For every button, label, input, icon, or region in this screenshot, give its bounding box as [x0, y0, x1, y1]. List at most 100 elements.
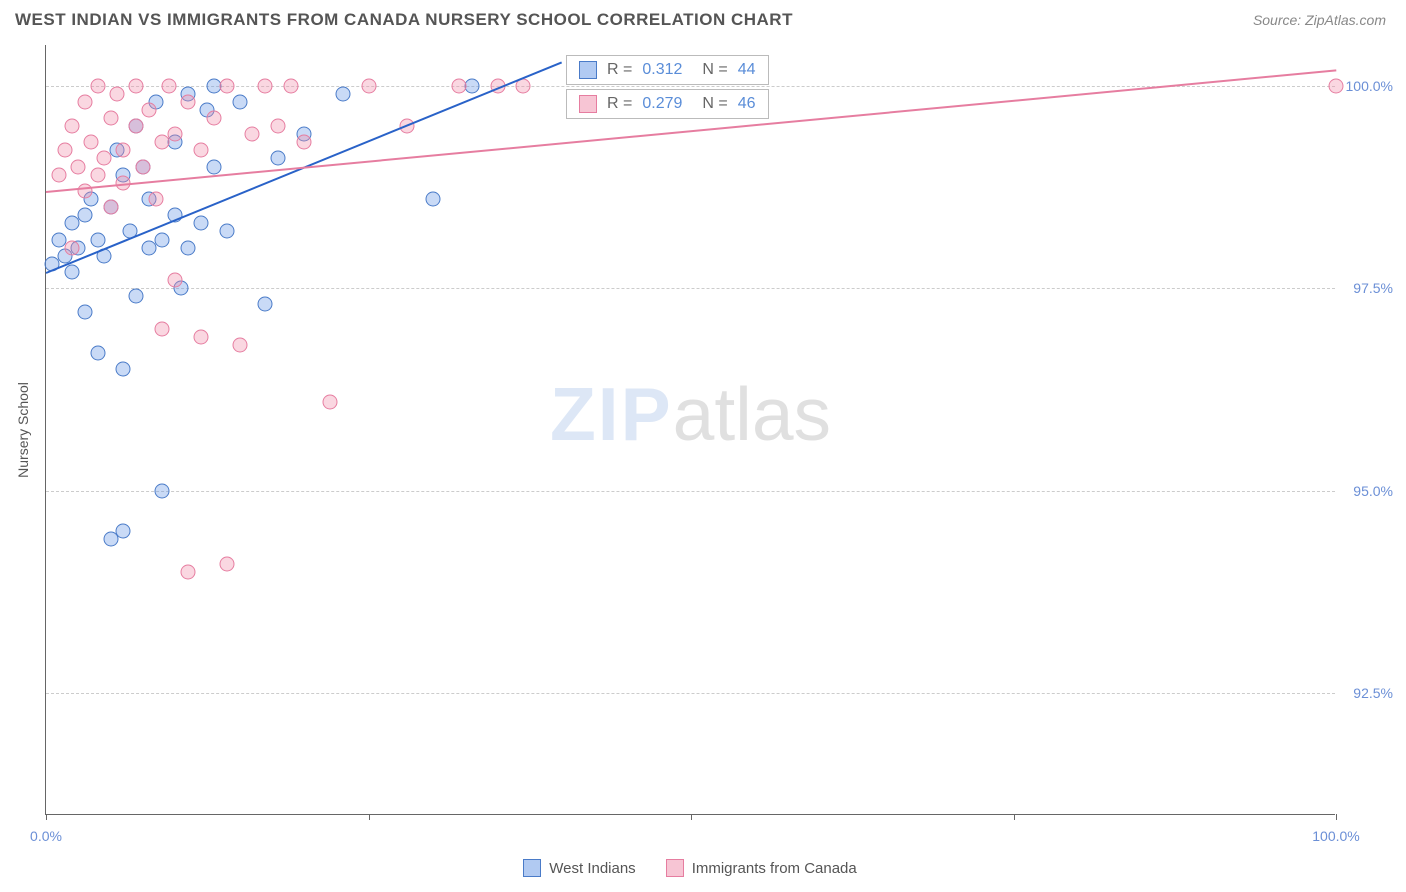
watermark-atlas: atlas	[673, 372, 831, 456]
stats-box: R = 0.312 N = 44	[566, 55, 769, 85]
scatter-point	[193, 143, 208, 158]
scatter-point	[64, 119, 79, 134]
y-tick-label: 92.5%	[1353, 685, 1393, 701]
scatter-point	[103, 200, 118, 215]
x-tick-label: 0.0%	[30, 828, 62, 844]
scatter-point	[135, 159, 150, 174]
trend-line	[46, 69, 1336, 193]
scatter-point	[116, 362, 131, 377]
scatter-point	[258, 297, 273, 312]
x-tick-mark	[46, 814, 47, 820]
scatter-point	[116, 143, 131, 158]
gridline	[46, 491, 1335, 492]
stat-n-value: 46	[738, 95, 756, 113]
scatter-point	[129, 289, 144, 304]
stat-r-value: 0.312	[642, 61, 682, 79]
gridline	[46, 693, 1335, 694]
chart-header: WEST INDIAN VS IMMIGRANTS FROM CANADA NU…	[0, 0, 1406, 35]
scatter-point	[271, 151, 286, 166]
scatter-point	[193, 216, 208, 231]
stat-n-label: N =	[702, 95, 727, 113]
bottom-legend: West Indians Immigrants from Canada	[45, 859, 1335, 877]
scatter-point	[180, 240, 195, 255]
gridline	[46, 86, 1335, 87]
x-tick-mark	[1014, 814, 1015, 820]
scatter-point	[219, 556, 234, 571]
scatter-point	[258, 78, 273, 93]
scatter-point	[155, 321, 170, 336]
scatter-point	[335, 86, 350, 101]
scatter-point	[90, 78, 105, 93]
stat-n-value: 44	[738, 61, 756, 79]
scatter-point	[90, 346, 105, 361]
scatter-point	[116, 524, 131, 539]
scatter-point	[193, 329, 208, 344]
stat-r-label: R =	[607, 95, 632, 113]
scatter-point	[155, 483, 170, 498]
scatter-point	[155, 232, 170, 247]
scatter-point	[1329, 78, 1344, 93]
scatter-point	[142, 102, 157, 117]
scatter-point	[58, 143, 73, 158]
y-tick-label: 95.0%	[1353, 483, 1393, 499]
scatter-point	[180, 564, 195, 579]
scatter-point	[284, 78, 299, 93]
scatter-point	[451, 78, 466, 93]
scatter-point	[168, 127, 183, 142]
chart-plot-area: ZIPatlas 92.5%95.0%97.5%100.0%0.0%100.0%…	[45, 45, 1335, 815]
scatter-point	[77, 94, 92, 109]
scatter-point	[90, 167, 105, 182]
scatter-point	[426, 192, 441, 207]
y-tick-label: 97.5%	[1353, 280, 1393, 296]
scatter-point	[232, 337, 247, 352]
legend-label: Immigrants from Canada	[692, 860, 857, 877]
scatter-point	[64, 240, 79, 255]
scatter-point	[109, 86, 124, 101]
legend-swatch	[579, 61, 597, 79]
x-tick-mark	[1336, 814, 1337, 820]
scatter-point	[245, 127, 260, 142]
gridline	[46, 288, 1335, 289]
legend-swatch	[666, 859, 684, 877]
x-tick-label: 100.0%	[1312, 828, 1359, 844]
scatter-point	[97, 151, 112, 166]
scatter-point	[168, 273, 183, 288]
scatter-point	[232, 94, 247, 109]
scatter-point	[322, 394, 337, 409]
x-tick-mark	[691, 814, 692, 820]
scatter-point	[77, 305, 92, 320]
scatter-point	[219, 78, 234, 93]
scatter-point	[180, 94, 195, 109]
y-tick-label: 100.0%	[1346, 78, 1393, 94]
scatter-point	[129, 78, 144, 93]
scatter-point	[206, 110, 221, 125]
scatter-point	[361, 78, 376, 93]
watermark-zip: ZIP	[550, 372, 673, 456]
scatter-point	[297, 135, 312, 150]
scatter-point	[71, 159, 86, 174]
stat-r-label: R =	[607, 61, 632, 79]
chart-source: Source: ZipAtlas.com	[1253, 12, 1386, 28]
legend-item: West Indians	[523, 859, 635, 877]
scatter-point	[84, 135, 99, 150]
watermark: ZIPatlas	[550, 371, 831, 457]
stats-box: R = 0.279 N = 46	[566, 89, 769, 119]
scatter-point	[51, 167, 66, 182]
scatter-point	[271, 119, 286, 134]
scatter-point	[64, 264, 79, 279]
stat-n-label: N =	[702, 61, 727, 79]
scatter-point	[90, 232, 105, 247]
chart-title: WEST INDIAN VS IMMIGRANTS FROM CANADA NU…	[15, 10, 793, 30]
scatter-point	[129, 119, 144, 134]
scatter-point	[161, 78, 176, 93]
legend-item: Immigrants from Canada	[666, 859, 857, 877]
legend-swatch	[523, 859, 541, 877]
scatter-point	[103, 110, 118, 125]
scatter-point	[148, 192, 163, 207]
scatter-point	[219, 224, 234, 239]
x-tick-mark	[369, 814, 370, 820]
scatter-point	[77, 208, 92, 223]
scatter-point	[206, 159, 221, 174]
legend-swatch	[579, 95, 597, 113]
stat-r-value: 0.279	[642, 95, 682, 113]
